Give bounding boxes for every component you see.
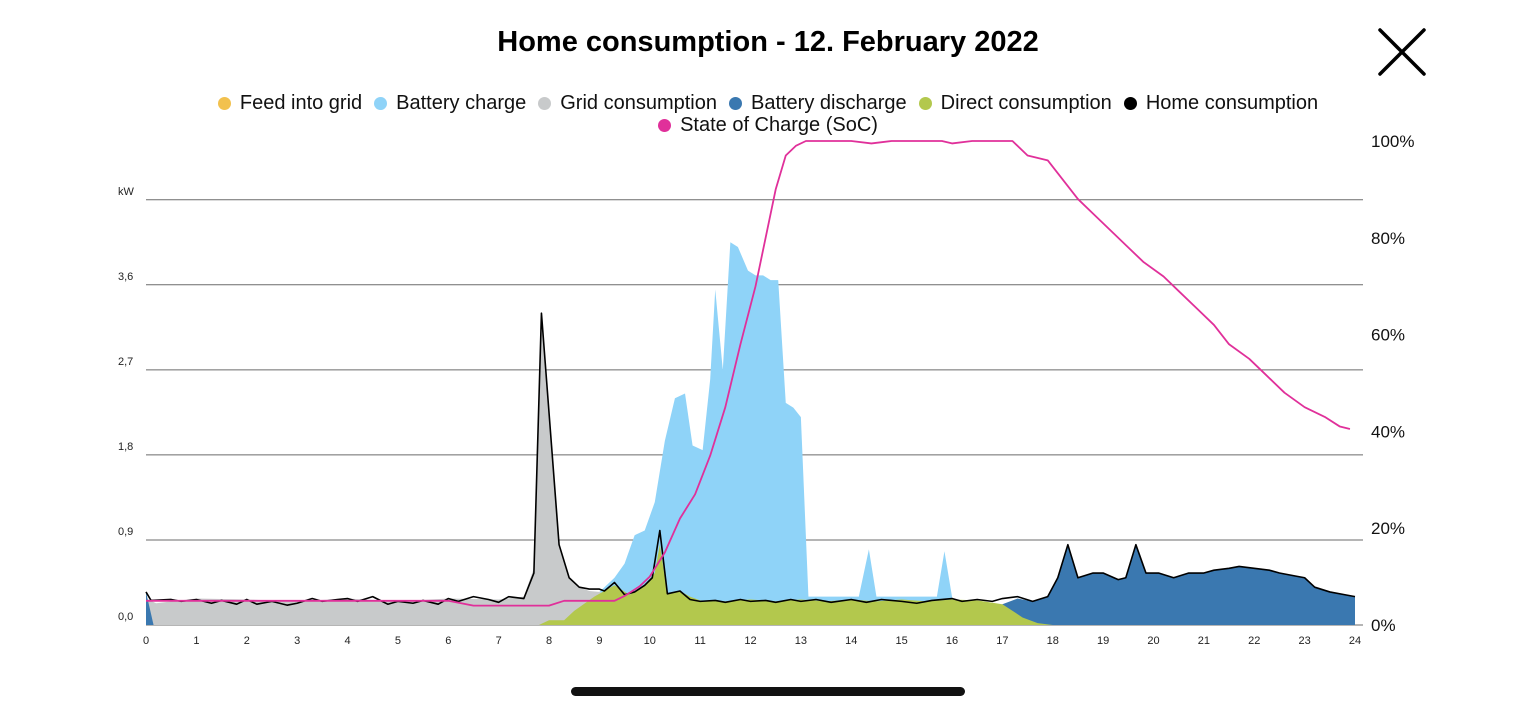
y-tick-label-right: 60% xyxy=(1371,326,1405,345)
legend-dot-icon xyxy=(538,97,552,110)
x-tick-label: 24 xyxy=(1349,635,1361,647)
legend-item[interactable]: Grid consumption xyxy=(538,92,717,115)
area-series xyxy=(538,544,1053,625)
legend-label: Feed into grid xyxy=(239,92,363,114)
x-tick-label: 18 xyxy=(1047,635,1059,647)
x-tick-label: 19 xyxy=(1097,635,1109,647)
area-series xyxy=(146,313,670,625)
legend-item[interactable]: Direct consumption xyxy=(918,92,1112,115)
y-tick-label-left: 0,0 xyxy=(118,611,133,623)
legend-label: Grid consumption xyxy=(560,92,717,114)
y-tick-label-right: 80% xyxy=(1371,229,1405,248)
x-tick-label: 3 xyxy=(294,635,300,647)
soc-line-series xyxy=(146,140,1351,607)
legend-row-2: State of Charge (SoC) xyxy=(0,114,1536,137)
x-tick-label: 11 xyxy=(694,635,705,647)
legend-label: Battery discharge xyxy=(750,92,907,114)
legend-item[interactable]: Feed into grid xyxy=(217,92,363,115)
legend-dot-icon xyxy=(728,97,742,110)
y-unit-label: kW xyxy=(118,186,135,198)
legend-dot-icon xyxy=(1123,97,1137,110)
legend-item[interactable]: Home consumption xyxy=(1123,92,1319,115)
y-tick-label-left: 0,9 xyxy=(118,526,133,538)
legend: Feed into grid Battery charge Grid consump… xyxy=(0,92,1536,115)
y-tick-label-right: 0% xyxy=(1371,616,1396,635)
close-button[interactable] xyxy=(1374,24,1430,80)
legend-dot-icon xyxy=(374,97,388,110)
legend-label: State of Charge (SoC) xyxy=(680,114,878,136)
x-tick-label: 2 xyxy=(244,635,250,647)
y-tick-label-left: 2,7 xyxy=(118,356,133,368)
x-tick-label: 22 xyxy=(1248,635,1260,647)
x-tick-label: 5 xyxy=(395,635,401,647)
x-tick-label: 6 xyxy=(445,635,451,647)
y-tick-label-left: 1,8 xyxy=(118,441,133,453)
y-tick-label-right: 40% xyxy=(1371,422,1405,441)
legend-dot-icon xyxy=(658,119,672,132)
x-tick-label: 20 xyxy=(1147,635,1159,647)
y-tick-label-right: 20% xyxy=(1371,519,1405,538)
x-tick-label: 14 xyxy=(845,635,857,647)
legend-item[interactable]: Battery discharge xyxy=(728,92,907,115)
legend-label: Home consumption xyxy=(1145,92,1319,114)
x-tick-label: 13 xyxy=(795,635,807,647)
legend-item[interactable]: Battery charge xyxy=(374,92,526,115)
area-series xyxy=(146,544,1355,625)
x-tick-label: 4 xyxy=(344,635,350,647)
x-tick-label: 23 xyxy=(1299,635,1311,647)
legend-label: Direct consumption xyxy=(940,92,1112,114)
x-tick-label: 15 xyxy=(896,635,908,647)
legend-label: Battery charge xyxy=(396,92,527,114)
close-x-icon xyxy=(1378,28,1426,76)
y-tick-label-left: 3,6 xyxy=(118,271,133,283)
x-tick-label: 17 xyxy=(996,635,1008,647)
legend-dot-icon xyxy=(217,97,231,110)
x-tick-label: 9 xyxy=(596,635,602,647)
line-series xyxy=(145,312,1356,606)
x-tick-label: 1 xyxy=(193,635,199,647)
x-tick-label: 21 xyxy=(1198,635,1210,647)
chart-title: Home consumption - 12. February 2022 xyxy=(497,26,1039,58)
x-tick-label: 8 xyxy=(546,635,552,647)
legend-dot-icon xyxy=(918,97,932,110)
x-tick-label: 0 xyxy=(143,635,149,647)
area-series xyxy=(564,242,958,625)
legend-item[interactable]: State of Charge (SoC) xyxy=(658,114,878,137)
x-tick-label: 10 xyxy=(644,635,656,647)
x-tick-label: 16 xyxy=(946,635,958,647)
home-indicator-bar xyxy=(571,687,965,696)
x-tick-label: 7 xyxy=(496,635,502,647)
x-tick-label: 12 xyxy=(744,635,756,647)
y-tick-label-right: 100% xyxy=(1371,132,1414,151)
